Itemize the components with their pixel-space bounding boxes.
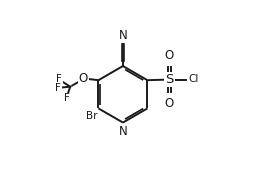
Text: F: F <box>55 83 61 93</box>
Text: N: N <box>119 125 127 138</box>
Text: N: N <box>119 29 127 42</box>
Text: Cl: Cl <box>189 74 199 84</box>
Text: F: F <box>56 74 62 84</box>
Text: S: S <box>165 73 174 86</box>
Text: O: O <box>165 97 174 110</box>
Text: Br: Br <box>86 111 98 121</box>
Text: F: F <box>64 93 70 103</box>
Text: O: O <box>165 49 174 62</box>
Text: O: O <box>79 72 88 85</box>
